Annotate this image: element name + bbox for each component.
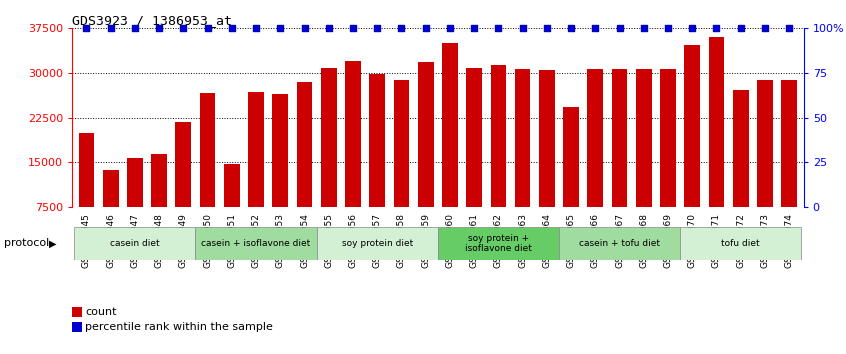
- Bar: [418, 62, 433, 252]
- Point: [783, 25, 796, 31]
- Bar: [680, 227, 801, 259]
- Point: [371, 25, 384, 31]
- Bar: [195, 227, 316, 259]
- Bar: [612, 69, 628, 252]
- Bar: [370, 74, 385, 252]
- Point: [346, 25, 360, 31]
- Point: [177, 25, 190, 31]
- Bar: [321, 68, 337, 252]
- Point: [104, 25, 118, 31]
- Point: [710, 25, 723, 31]
- Point: [564, 25, 578, 31]
- Bar: [442, 43, 458, 252]
- Point: [250, 25, 263, 31]
- Bar: [79, 133, 94, 252]
- Bar: [151, 154, 167, 252]
- Bar: [437, 227, 559, 259]
- Point: [419, 25, 432, 31]
- Bar: [74, 227, 195, 259]
- Point: [201, 25, 214, 31]
- Point: [516, 25, 530, 31]
- Point: [443, 25, 457, 31]
- Bar: [563, 107, 579, 252]
- Point: [298, 25, 311, 31]
- Text: casein + isoflavone diet: casein + isoflavone diet: [201, 239, 310, 248]
- Text: casein diet: casein diet: [110, 239, 160, 248]
- Point: [128, 25, 141, 31]
- Bar: [175, 122, 191, 252]
- Bar: [636, 69, 651, 252]
- Bar: [200, 93, 216, 252]
- Point: [80, 25, 93, 31]
- Point: [540, 25, 553, 31]
- Text: tofu diet: tofu diet: [722, 239, 760, 248]
- Point: [758, 25, 772, 31]
- Bar: [297, 82, 312, 252]
- Bar: [757, 80, 772, 252]
- Bar: [559, 227, 680, 259]
- Bar: [733, 90, 749, 252]
- Bar: [660, 69, 676, 252]
- Point: [152, 25, 166, 31]
- Text: percentile rank within the sample: percentile rank within the sample: [85, 322, 273, 332]
- Bar: [587, 69, 603, 252]
- Bar: [224, 164, 239, 252]
- Bar: [684, 45, 700, 252]
- Bar: [709, 37, 724, 252]
- Bar: [539, 70, 555, 252]
- Point: [322, 25, 336, 31]
- Bar: [272, 94, 288, 252]
- Text: ▶: ▶: [49, 238, 57, 249]
- Bar: [103, 170, 118, 252]
- Point: [662, 25, 675, 31]
- Point: [637, 25, 651, 31]
- Point: [613, 25, 626, 31]
- Point: [273, 25, 287, 31]
- Bar: [782, 80, 797, 252]
- Text: soy protein +
isoflavone diet: soy protein + isoflavone diet: [465, 234, 532, 253]
- Bar: [491, 65, 506, 252]
- Bar: [466, 68, 482, 252]
- Point: [467, 25, 481, 31]
- Point: [589, 25, 602, 31]
- Bar: [316, 227, 437, 259]
- Bar: [127, 158, 143, 252]
- Point: [734, 25, 748, 31]
- Point: [685, 25, 699, 31]
- Bar: [393, 80, 409, 252]
- Text: protocol: protocol: [4, 238, 49, 249]
- Bar: [248, 92, 264, 252]
- Text: GDS3923 / 1386953_at: GDS3923 / 1386953_at: [72, 14, 232, 27]
- Text: soy protein diet: soy protein diet: [342, 239, 413, 248]
- Point: [492, 25, 505, 31]
- Text: casein + tofu diet: casein + tofu diet: [579, 239, 660, 248]
- Bar: [514, 69, 530, 252]
- Point: [395, 25, 409, 31]
- Text: count: count: [85, 307, 117, 317]
- Point: [225, 25, 239, 31]
- Bar: [345, 61, 361, 252]
